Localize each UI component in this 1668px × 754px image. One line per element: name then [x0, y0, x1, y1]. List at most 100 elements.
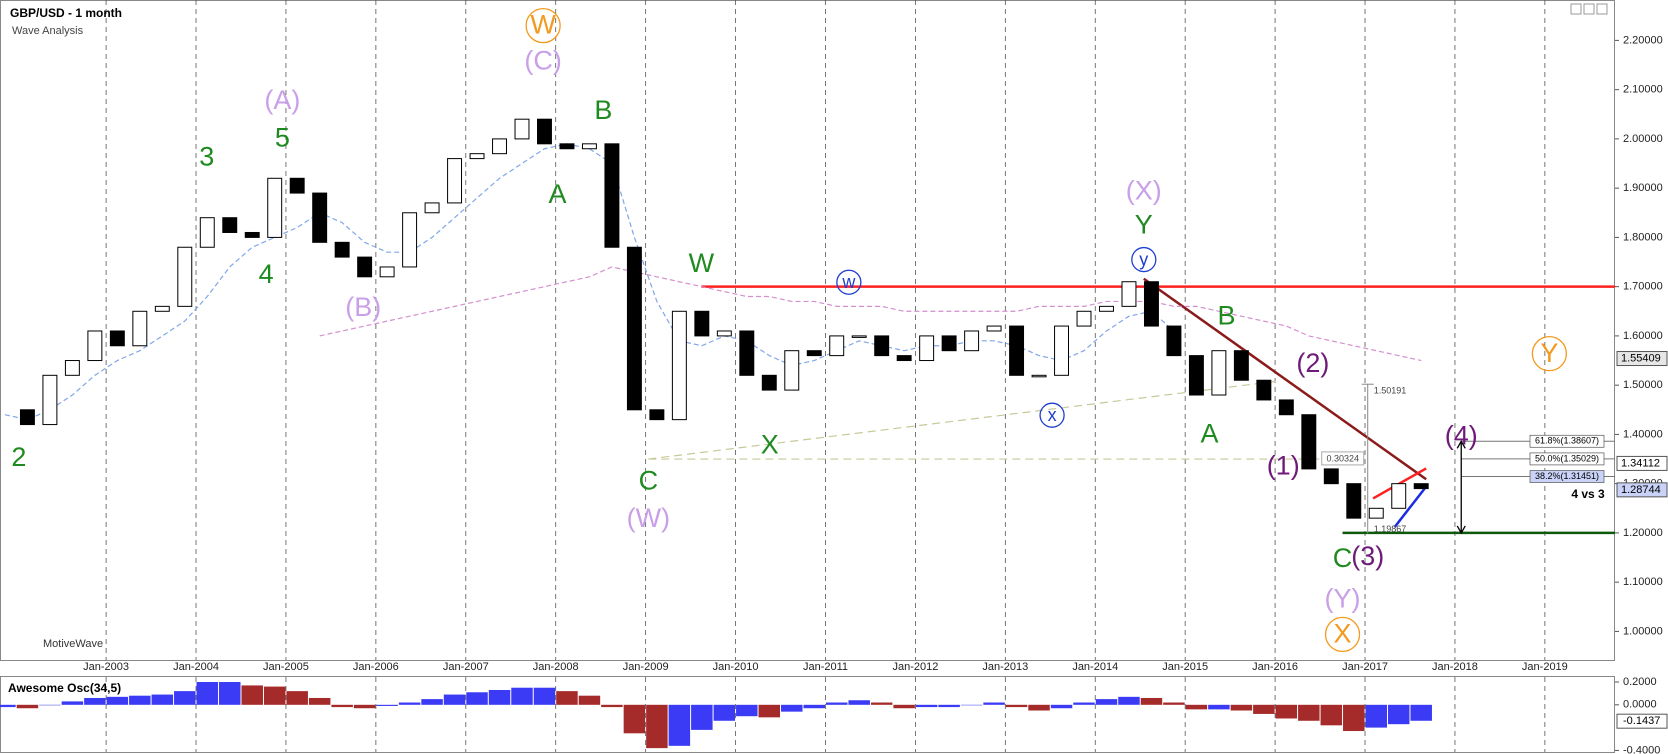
wave-label: y — [1139, 249, 1148, 269]
y-tick-label: 1.90000 — [1623, 182, 1663, 194]
candle-body — [267, 177, 283, 238]
osc-bar — [1208, 704, 1230, 710]
wave-label: (X) — [1126, 176, 1162, 206]
fib-label-box — [1529, 452, 1605, 466]
price-marker-label: 1.28744 — [1621, 484, 1661, 496]
osc-bar — [533, 687, 556, 705]
osc-bar — [286, 691, 308, 705]
x-tick-label: Jan-2011 — [803, 661, 848, 673]
wave-label: (B) — [345, 292, 381, 322]
candle-body — [1301, 414, 1317, 470]
osc-bar — [84, 697, 106, 705]
osc-bar — [1275, 704, 1298, 719]
candle-body — [19, 409, 35, 426]
wave-label: (W) — [627, 503, 670, 533]
osc-bar — [219, 682, 241, 705]
fib-label-box — [1529, 470, 1605, 483]
candle-body — [739, 330, 755, 376]
osc-bar — [1410, 704, 1432, 721]
candle-body — [694, 310, 710, 337]
candle-body — [537, 118, 552, 145]
x-tick-label: Jan-2008 — [533, 661, 579, 673]
price-marker-box — [1616, 351, 1668, 367]
osc-bar — [556, 691, 578, 705]
candle-body — [716, 330, 732, 337]
y-tick-label: 1.50000 — [1623, 379, 1663, 391]
candle-body — [1031, 374, 1047, 378]
toolbar-icons[interactable] — [1570, 3, 1608, 15]
price-marker-box — [1616, 482, 1668, 498]
wave-label: B — [594, 95, 612, 125]
candle-body — [1009, 325, 1025, 376]
wave-circle — [1324, 616, 1361, 653]
price-panel — [0, 0, 1615, 661]
x-tick-label: Jan-2010 — [713, 661, 759, 673]
candle-body — [1233, 350, 1249, 381]
candle-body — [581, 143, 597, 150]
wave-label: (1) — [1267, 451, 1300, 481]
measure-range: 0.30324 — [1326, 453, 1359, 463]
wave-label: w — [841, 272, 856, 292]
osc-bar — [915, 704, 938, 708]
osc-bar — [331, 704, 353, 708]
candle-body — [514, 118, 530, 140]
wave-label: x — [1048, 405, 1057, 425]
candle-body — [447, 158, 463, 204]
wave-label: 5 — [275, 123, 290, 153]
x-tick-label: Jan-2006 — [353, 661, 399, 673]
wave-label: (C) — [524, 46, 561, 76]
candle-body — [1054, 325, 1069, 376]
osc-bar — [398, 702, 421, 705]
wave-label: X — [1334, 619, 1352, 649]
candle-body — [559, 143, 575, 150]
icon[interactable] — [1570, 3, 1582, 15]
candle-body — [109, 330, 125, 347]
wave-label: Y — [1135, 210, 1153, 240]
wave-label: C — [639, 465, 659, 495]
osc-bar — [1005, 704, 1028, 708]
osc-bar — [893, 704, 915, 709]
measure-high: 1.50191 — [1374, 386, 1407, 396]
x-tick-label: Jan-2016 — [1252, 661, 1298, 673]
y-tick-label: 0.0000 — [1623, 699, 1657, 711]
x-tick-label: Jan-2015 — [1162, 661, 1208, 673]
icon[interactable] — [1583, 3, 1595, 15]
osc-bar — [443, 694, 466, 705]
wave-label: 3 — [199, 142, 214, 172]
watermark: MotiveWave — [43, 638, 103, 650]
y-tick-label: 1.20000 — [1623, 527, 1663, 539]
osc-bar — [601, 704, 623, 708]
wave-label: Y — [1540, 338, 1558, 368]
candle-body — [986, 325, 1002, 332]
price-marker-label: 1.55409 — [1621, 352, 1661, 364]
candle-body — [1143, 281, 1159, 327]
candle-body — [334, 241, 350, 258]
osc-bar — [151, 694, 174, 705]
candle-body — [64, 360, 80, 376]
osc-bar — [848, 700, 870, 705]
wave-label: (2) — [1296, 348, 1329, 378]
x-tick-label: Jan-2004 — [173, 661, 219, 673]
osc-bar — [1028, 704, 1050, 711]
candle-body — [761, 374, 777, 391]
wave-label: B — [1218, 300, 1236, 330]
icon[interactable] — [1596, 3, 1608, 15]
osc-bar — [803, 704, 825, 709]
osc-bar — [960, 704, 983, 706]
slow-ma-line — [319, 266, 1422, 362]
candle-body — [357, 256, 373, 278]
candle-body — [806, 350, 822, 357]
y-tick-label: 2.10000 — [1623, 84, 1663, 96]
candle-body — [671, 310, 687, 421]
chart-subtitle: Wave Analysis — [12, 25, 84, 37]
osc-bar — [825, 702, 848, 705]
candle-body — [1391, 483, 1407, 509]
osc-bar — [353, 704, 376, 709]
x-tick-label: Jan-2019 — [1522, 661, 1568, 673]
osc-bar — [39, 704, 61, 706]
candle-body — [1323, 468, 1339, 485]
osc-bar — [196, 682, 219, 705]
osc-bar — [1320, 704, 1343, 726]
osc-bar — [61, 701, 84, 705]
wave-label: C — [1333, 543, 1353, 573]
